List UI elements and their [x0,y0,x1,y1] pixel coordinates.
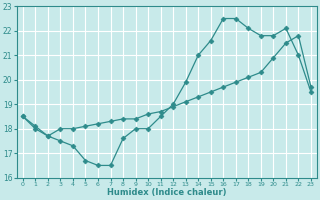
X-axis label: Humidex (Indice chaleur): Humidex (Indice chaleur) [107,188,227,197]
